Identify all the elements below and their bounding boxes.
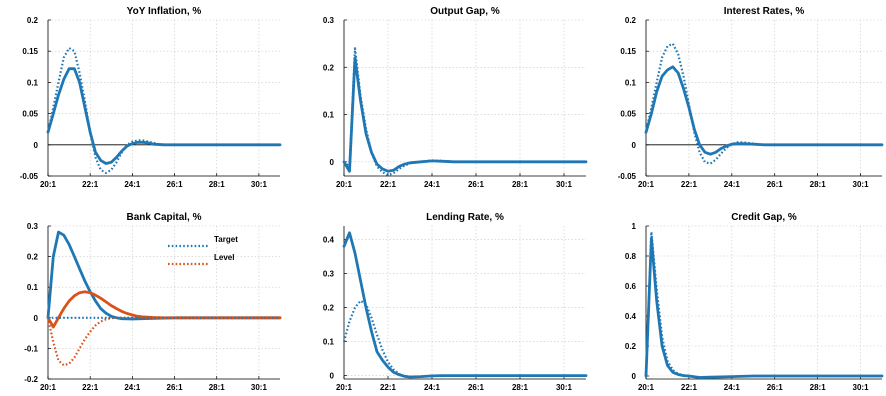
y-tick-label: -0.1: [24, 344, 38, 353]
y-tick-label: 0.1: [27, 283, 39, 292]
chart-title: YoY Inflation, %: [127, 6, 202, 17]
chart-panel-1: YoY Inflation, % -0.05 0 0.05 0.1 0.15 0.2 20:1…: [20, 6, 282, 189]
series-line-dotted-2: [46, 47, 280, 174]
x-tick-label: 28:1: [810, 383, 827, 391]
x-tick-label: 22:1: [681, 180, 698, 189]
x-tick-label: 26:1: [767, 180, 784, 189]
x-tick-label: 20:1: [638, 180, 655, 189]
chart-panel-5: Lending Rate, % 0 0.1 0.2 0.3 0.4 20:1 22:1 24:1…: [323, 212, 588, 392]
y-tick-label: 0.1: [27, 78, 39, 87]
y-tick-label: 0.2: [323, 63, 335, 72]
y-tick-label: 0.1: [323, 338, 335, 347]
x-tick-label: 20:1: [336, 180, 353, 189]
x-tick-label: 26:1: [167, 383, 184, 391]
y-tick-label: -0.2: [24, 375, 38, 384]
series-line-solid-1: [644, 236, 884, 379]
chart-title: Bank Capital, %: [126, 212, 201, 223]
x-tick-label: 22:1: [82, 383, 99, 391]
y-tick-label: 0.3: [323, 270, 335, 279]
x-tick-label: 20:1: [336, 383, 353, 391]
x-tick-label: 20:1: [638, 383, 655, 391]
chart-panel-3: Interest Rates, % -0.05 0 0.05 0.1 0.15 0.2 20:…: [618, 6, 884, 189]
chart-panel-6: Credit Gap, % 0 0.2 0.4 0.6 0.8 1 20:1 22:1 24:1 2…: [625, 212, 884, 392]
y-tick-label: 0.1: [323, 111, 335, 120]
x-tick-label: 28:1: [512, 180, 529, 189]
x-tick-label: 26:1: [767, 383, 784, 391]
y-tick-label: 0.2: [625, 342, 637, 351]
y-tick-label: -0.05: [618, 172, 637, 181]
x-tick-label: 20:1: [40, 383, 57, 391]
x-tick-label: 28:1: [209, 180, 226, 189]
y-tick-label: 0: [632, 141, 637, 150]
x-tick-label: 28:1: [512, 383, 529, 391]
y-tick-label: 0.6: [625, 282, 637, 291]
x-tick-label: 30:1: [556, 180, 573, 189]
y-tick-label: 0.2: [27, 253, 39, 262]
x-tick-label: 22:1: [380, 383, 397, 391]
x-tick-label: 24:1: [124, 180, 141, 189]
y-tick-label: 0.3: [27, 222, 39, 231]
x-tick-label: 30:1: [556, 383, 573, 391]
x-tick-label: 30:1: [251, 180, 268, 189]
y-tick-label: 0: [34, 314, 39, 323]
y-tick-label: 0.4: [323, 236, 335, 245]
x-tick-label: 24:1: [124, 383, 141, 391]
y-tick-label: 0: [330, 372, 335, 381]
y-tick-label: 0.1: [625, 78, 637, 87]
y-tick-label: 0.2: [625, 16, 637, 25]
y-tick-label: -0.05: [20, 172, 39, 181]
series-line-solid-2: [46, 290, 282, 329]
chart-panel-2: Output Gap, % 0 0.1 0.2 0.3 20:1 22:1 24:1 26:1 2…: [323, 6, 588, 189]
y-tick-label: 0.3: [323, 16, 335, 25]
y-tick-label: 0.2: [27, 16, 39, 25]
x-tick-label: 30:1: [853, 383, 870, 391]
y-tick-label: 0.05: [620, 110, 636, 119]
chart-title: Output Gap, %: [430, 6, 500, 17]
series-line-solid-1: [644, 65, 884, 156]
x-tick-label: 20:1: [40, 180, 57, 189]
series-line-solid-1: [342, 231, 588, 379]
legend-label-level: Level: [214, 253, 234, 262]
x-tick-label: 30:1: [853, 180, 870, 189]
x-tick-label: 26:1: [468, 383, 485, 391]
y-tick-label: 0: [330, 158, 335, 167]
x-tick-label: 24:1: [424, 180, 441, 189]
x-tick-label: 22:1: [82, 180, 99, 189]
chart-title: Interest Rates, %: [724, 6, 805, 17]
y-tick-label: 0.2: [323, 304, 335, 313]
series-line-dotted-3: [46, 316, 280, 367]
series-line-dotted-2: [644, 42, 882, 165]
y-tick-label: 0.8: [625, 252, 637, 261]
series-line-dotted-2: [644, 230, 882, 379]
x-tick-label: 30:1: [251, 383, 268, 391]
chart-title: Lending Rate, %: [426, 212, 504, 223]
y-tick-label: 0.4: [625, 312, 637, 321]
x-tick-label: 22:1: [380, 180, 397, 189]
y-tick-label: 0.15: [22, 47, 38, 56]
chart-panel-4: Bank Capital, % -0.2 -0.1 0 0.1 0.2 0.3 20:1 22:…: [24, 212, 282, 392]
y-tick-label: 1: [632, 222, 637, 231]
series-line-solid-1: [46, 230, 282, 321]
series-line-dotted-2: [342, 299, 586, 379]
x-tick-label: 26:1: [167, 180, 184, 189]
y-tick-label: 0.15: [620, 47, 636, 56]
legend-label-target: Target: [214, 235, 238, 244]
x-tick-label: 24:1: [724, 180, 741, 189]
y-tick-label: 0: [632, 372, 637, 381]
series-line-solid-1: [46, 67, 282, 165]
x-tick-label: 24:1: [424, 383, 441, 391]
y-tick-label: 0: [34, 141, 39, 150]
x-tick-label: 24:1: [724, 383, 741, 391]
chart-title: Credit Gap, %: [731, 212, 797, 223]
x-tick-label: 28:1: [810, 180, 827, 189]
x-tick-label: 26:1: [468, 180, 485, 189]
series-line-dotted-2: [343, 47, 586, 177]
y-tick-label: 0.05: [22, 110, 38, 119]
x-tick-label: 22:1: [681, 383, 698, 391]
x-tick-label: 28:1: [209, 383, 226, 391]
